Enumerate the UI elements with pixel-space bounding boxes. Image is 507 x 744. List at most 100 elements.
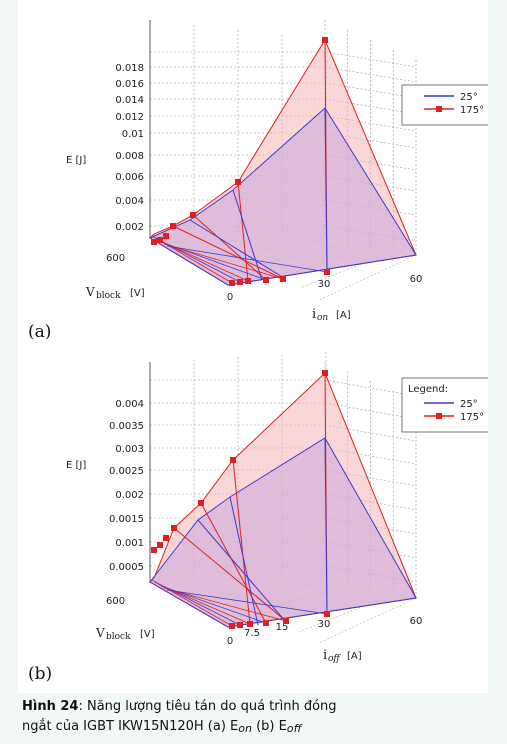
- chart1-z-tick-label: 0.014: [115, 95, 144, 106]
- caption-label: Hình 24: [22, 699, 79, 714]
- chart2-grid-line: [324, 493, 417, 511]
- chart1-legend-marker: [436, 106, 442, 112]
- caption-sub-on: on: [238, 722, 252, 735]
- chart1-series-175-marker: [263, 277, 269, 283]
- chart1-grid-line: [324, 132, 417, 149]
- chart2-series-175-marker: [151, 547, 157, 553]
- chart2-fan-line: [163, 587, 287, 622]
- chart2-series-175-marker: [324, 611, 330, 617]
- chart1-fan-line: [163, 243, 284, 280]
- chart1-series-175-marker: [157, 237, 163, 243]
- chart1-voltage-axis-unit: [V]: [130, 288, 145, 299]
- figure-svg: 0.002 0.004 0.006 0.008 0.01 0.012 0.014 0.016 0…: [66, 20, 488, 664]
- chart1-floor-grid-line: [318, 254, 417, 301]
- chart2-current-tick-label: 60: [410, 616, 423, 627]
- chart1-grid-line: [324, 115, 417, 132]
- chart2-voltage-axis-sub: block: [106, 632, 131, 642]
- chart1-current-tick-label: 30: [318, 279, 331, 290]
- chart1-series-175-marker: [151, 239, 157, 245]
- chart1-current-tick-label: 0: [227, 292, 233, 303]
- chart1-z-tick-label: 0.004: [115, 196, 144, 207]
- chart2-grid-line: [324, 469, 417, 487]
- chart1-series-175-marker: [190, 212, 196, 218]
- chart1-z-tick-label: 0.01: [122, 129, 144, 140]
- chart2-fan-line: [166, 589, 328, 615]
- chart1-series-175-marker: [324, 269, 330, 275]
- chart2-series-25-surface: [149, 437, 417, 628]
- chart2-current-tick-label: 15: [276, 622, 289, 633]
- figure-panel: 0.002 0.004 0.006 0.008 0.01 0.012 0.014 0.016 0…: [18, 0, 488, 693]
- chart2-legend-marker: [436, 413, 442, 419]
- panel-label-b: (b): [28, 664, 53, 684]
- chart2-current-tick-label: 7.5: [244, 628, 260, 639]
- chart1-z-tick-label: 0.008: [115, 151, 144, 162]
- chart2-voltage-axis-unit: [V]: [140, 629, 155, 640]
- chart1-series-175-ridge: [237, 181, 249, 282]
- caption-text-line2: ngắt của IGBT IKW15N120H (a) E: [22, 719, 239, 734]
- chart1-series-175-marker: [229, 280, 235, 286]
- chart1-current-axis-label: i: [312, 307, 316, 322]
- chart1-series-175-ridge: [172, 225, 284, 280]
- chart2-series-175-marker: [237, 622, 243, 628]
- chart2-series-175-marker: [230, 457, 236, 463]
- chart2-z-tick-label: 0.0025: [109, 466, 144, 477]
- chart2-series-175-ridge: [232, 459, 251, 625]
- chart1-grid-line: [324, 98, 417, 115]
- chart2-z-tick-label: 0.0015: [109, 514, 144, 525]
- chart2-current-tick-label: 30: [318, 619, 331, 630]
- chart1-legend-box: [401, 84, 488, 126]
- chart1-series-175-marker: [245, 278, 251, 284]
- chart2-legend-entry: 25°: [460, 399, 478, 410]
- chart1-z-tick-label: 0.006: [115, 172, 144, 183]
- chart2-grid-line: [324, 517, 417, 535]
- chart2-series-175-marker: [229, 623, 235, 629]
- chart1-series-175-marker: [280, 276, 286, 282]
- chart2-current-axis-unit: [A]: [347, 651, 362, 662]
- chart2-series-25-ridge: [197, 519, 287, 623]
- chart1-grid-line: [324, 154, 417, 171]
- chart2-voltage-tick-label: 600: [106, 596, 125, 607]
- chart2-voltage-axis-label: V: [95, 626, 105, 640]
- chart2-current-tick-label: 0: [227, 636, 233, 647]
- chart1-legend-entry: 25°: [460, 92, 478, 103]
- chart2-floor-grid-line: [318, 597, 417, 644]
- chart2-z-tick-label: 0.004: [115, 399, 144, 410]
- chart1-z-tick-label: 0.018: [115, 63, 144, 74]
- chart2-series-175-marker: [247, 621, 253, 627]
- chart1-voltage-axis-sub: block: [96, 291, 121, 301]
- chart2-grid-line: [324, 379, 417, 397]
- chart2-z-tick-label: 0.003: [115, 444, 144, 455]
- chart1-grid-line: [324, 66, 417, 83]
- chart1-voltage-axis-label: V: [85, 285, 95, 299]
- caption-text-line1: : Năng lượng tiêu tán do quá trình đóng: [78, 699, 337, 714]
- chart1-series-175-marker: [235, 179, 241, 185]
- chart1-series-175-marker: [170, 223, 176, 229]
- chart2-legend-entry: 175°: [460, 412, 484, 423]
- chart1-grid-line: [324, 175, 417, 192]
- chart1-series-25-ridge: [232, 189, 263, 281]
- chart1-grid-line: [324, 199, 417, 216]
- chart1-grid-line: [324, 82, 417, 99]
- chart1-series-175-marker: [322, 37, 328, 43]
- chart2-current-axis-label: i: [323, 648, 327, 663]
- chart2-series-175-ridge: [173, 527, 287, 622]
- chart2-series-175-marker: [322, 370, 328, 376]
- chart2-series-25-ridge: [324, 437, 328, 615]
- chart2-current-axis-sub: off: [328, 654, 341, 664]
- caption-sub-off: off: [286, 722, 302, 735]
- chart2-z-tick-label: 0.0035: [109, 421, 144, 432]
- chart1-current-axis-unit: [A]: [336, 310, 351, 321]
- chart1-grid-line: [324, 51, 417, 68]
- chart1-series-175-ridge: [192, 214, 267, 281]
- chart2-grid-line: [324, 402, 417, 420]
- chart1-z-tick-label: 0.016: [115, 79, 144, 90]
- chart1-z-tick-label: 0.002: [115, 222, 144, 233]
- chart2-series-175-marker: [283, 618, 289, 624]
- caption-text-mid: (b) E: [251, 719, 287, 734]
- chart2-legend-title: Legend:: [408, 384, 448, 395]
- chart2-z-tick-label: 0.0005: [109, 562, 144, 573]
- chart2-grid-line: [324, 424, 417, 442]
- chart2-legend-box: [401, 377, 488, 433]
- chart1-current-axis-sub: on: [317, 313, 328, 323]
- chart1-series-25-ridge: [189, 219, 285, 279]
